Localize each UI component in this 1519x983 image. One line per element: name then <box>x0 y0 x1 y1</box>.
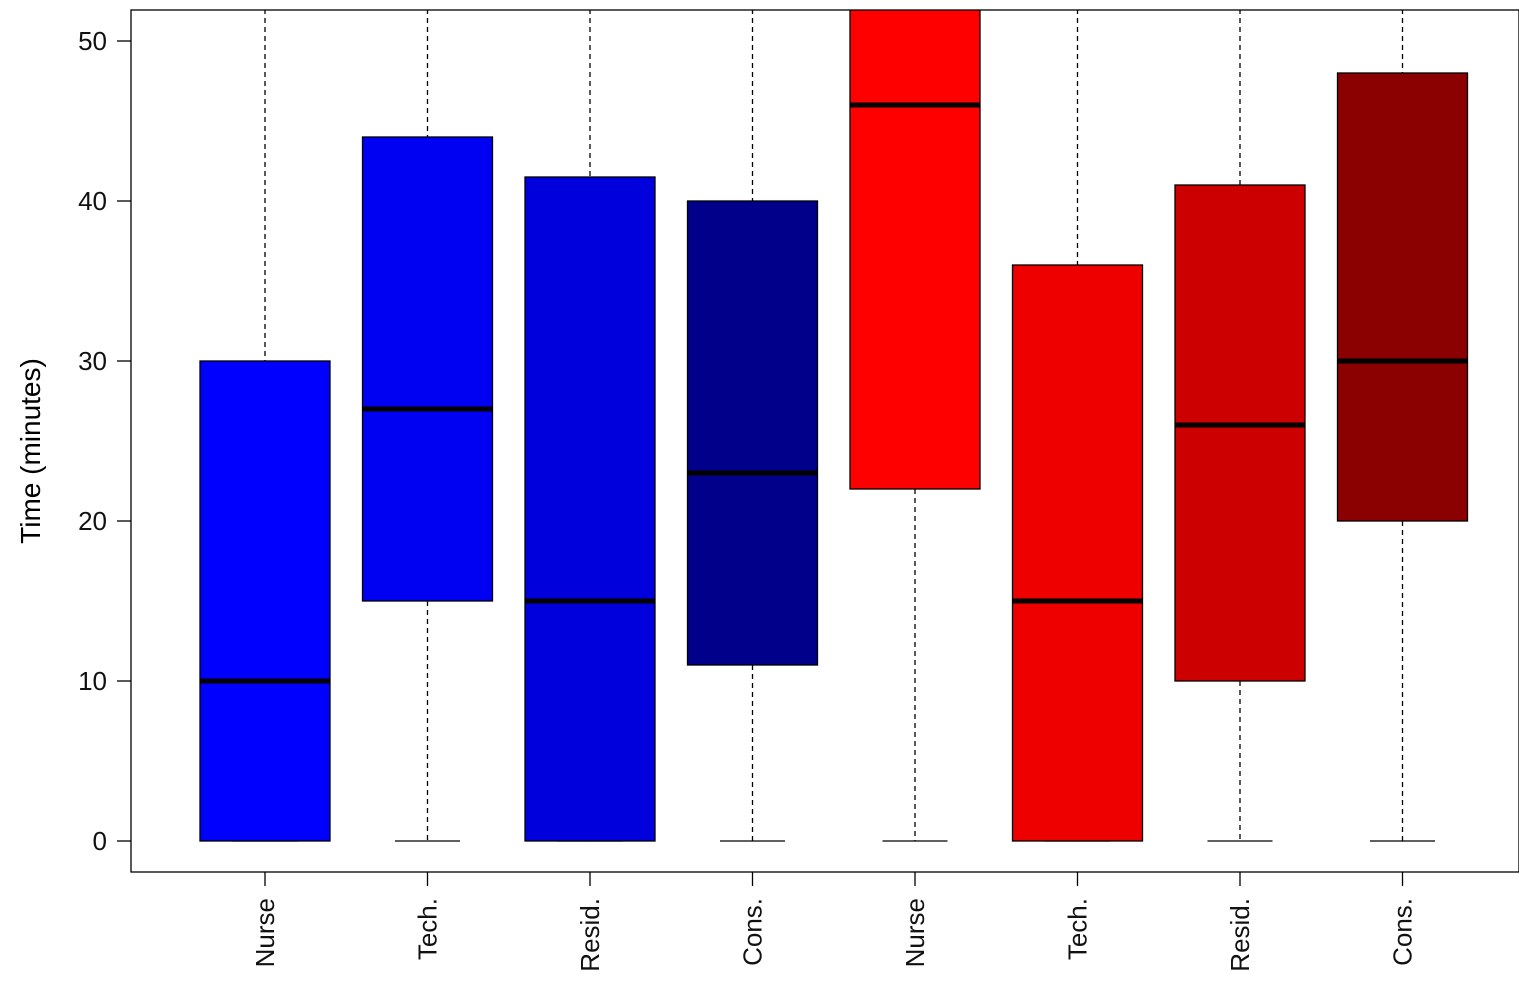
box-7 <box>1174 10 1306 842</box>
box-body <box>1174 184 1306 682</box>
box-body <box>1336 72 1469 522</box>
y-tick-label: 40 <box>78 186 107 216</box>
plot-frame <box>130 9 1519 873</box>
plot-marks <box>199 10 1469 842</box>
x-tick-label: Tech. <box>413 898 443 960</box>
y-tick-label: 0 <box>93 826 107 856</box>
box-body <box>361 136 494 602</box>
box-body <box>524 176 656 842</box>
box-1 <box>199 10 331 842</box>
x-axis: Nurse Tech. Resid. Cons. Nurse Tech. Resid. Con… <box>250 872 1418 972</box>
box-body <box>849 10 981 490</box>
box-8 <box>1336 10 1469 842</box>
y-tick-label: 30 <box>78 346 107 376</box>
y-axis: 0 10 20 30 40 50 <box>78 26 131 856</box>
box-body <box>199 360 331 842</box>
x-tick-label: Cons. <box>1388 898 1418 966</box>
box-2 <box>361 10 494 842</box>
box-3 <box>524 10 656 842</box>
x-tick-label: Resid. <box>575 898 605 972</box>
box-6 <box>1011 10 1144 842</box>
y-tick-label: 50 <box>78 26 107 56</box>
y-tick-label: 20 <box>78 506 107 536</box>
x-tick-label: Resid. <box>1225 898 1255 972</box>
x-tick-label: Cons. <box>738 898 768 966</box>
x-tick-label: Nurse <box>250 898 280 967</box>
x-tick-label: Nurse <box>900 898 930 967</box>
y-tick-label: 10 <box>78 666 107 696</box>
x-tick-label: Tech. <box>1063 898 1093 960</box>
y-axis-title: Time (minutes) <box>15 358 46 544</box>
box-body <box>686 200 819 666</box>
box-body <box>1011 264 1144 842</box>
box-5 <box>849 10 981 842</box>
box-4 <box>686 10 819 842</box>
